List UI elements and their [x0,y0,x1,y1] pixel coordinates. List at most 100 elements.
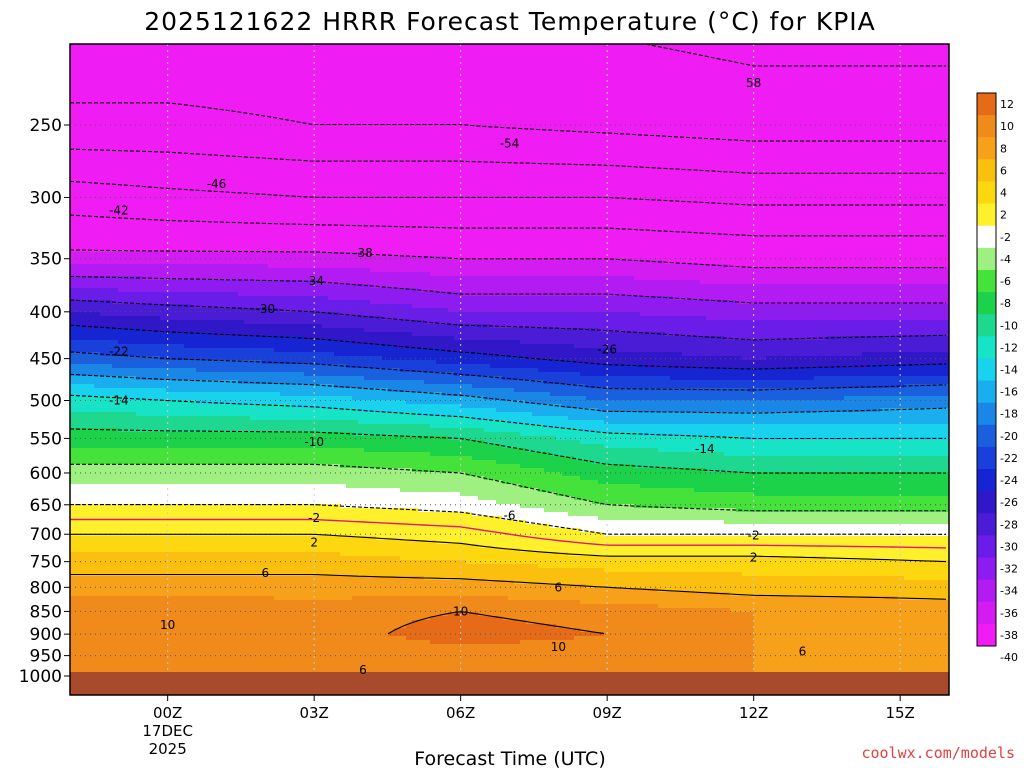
contour-label: 10 [160,618,175,632]
credit-text: coolwx.com/models [861,744,1015,762]
x-tick-label: 03Z [299,704,328,722]
colorbar-swatch [977,624,996,647]
colorbar-swatch [977,159,996,182]
colorbar-legend: 12108642-2-4-6-8-10-12-14-16-18-20-22-24… [977,93,1018,664]
colorbar-tick-label: -8 [1000,297,1011,310]
y-tick-label: 900 [30,625,62,645]
colorbar-tick-label: -26 [1000,496,1018,509]
colorbar-swatch [977,204,996,227]
colorbar-tick-label: -16 [1000,386,1018,399]
contour-label: -14 [695,442,715,456]
contour-label: -2 [308,511,320,525]
colorbar-tick-label: -28 [1000,518,1018,531]
colorbar-swatch [977,181,996,204]
x-tick-label: 06Z [446,704,475,722]
y-tick-label: 550 [30,429,62,449]
colorbar-tick-label: -2 [1000,231,1011,244]
colorbar-swatch [977,137,996,160]
y-tick-label: 400 [30,303,62,323]
colorbar-swatch [977,447,996,470]
y-tick-label: 500 [30,392,62,412]
colorbar-swatch [977,226,996,249]
contour-label: 2 [750,550,758,564]
colorbar-swatch [977,93,996,116]
contour-label: 10 [453,604,468,618]
chart-title: 2025121622 HRRR Forecast Temperature (°C… [144,7,876,36]
y-tick-label: 800 [30,578,62,598]
colorbar-swatch [977,292,996,315]
colorbar-tick-label: -24 [1000,474,1018,487]
y-tick-label: 1000 [19,667,62,687]
colorbar-tick-label: -10 [1000,319,1018,332]
contour-label: -42 [109,203,129,217]
colorbar-tick-label: -38 [1000,629,1018,642]
colorbar-swatch [977,491,996,514]
contour-label: -30 [256,302,276,316]
colorbar-swatch [977,248,996,271]
x-tick-label: 15Z [885,704,914,722]
y-axis-ticks: 2503003504004505005506006507007508008509… [19,116,70,687]
contour-label: -46 [207,177,227,191]
surface-ground [70,672,949,695]
y-tick-label: 450 [30,350,62,370]
colorbar-tick-label: 6 [1000,164,1007,177]
y-tick-label: 600 [30,464,62,484]
x-tick-year: 2025 [149,740,187,758]
x-tick-label: 09Z [592,704,621,722]
colorbar-swatch [977,513,996,536]
contour-label: -22 [109,344,129,358]
x-tick-label: 12Z [739,704,768,722]
y-tick-label: 700 [30,525,62,545]
colorbar-tick-label: 10 [1000,120,1014,133]
colorbar-tick-label: -32 [1000,563,1018,576]
contour-label: -34 [304,274,324,288]
contour-label: -2 [748,528,760,542]
colorbar-tick-label: -20 [1000,430,1018,443]
x-axis-label: Forecast Time (UTC) [414,748,605,768]
colorbar-swatch [977,115,996,138]
colorbar-tick-label: 12 [1000,98,1014,111]
y-tick-label: 650 [30,496,62,516]
contour-label: -54 [500,137,520,151]
colorbar-swatch [977,425,996,448]
colorbar-tick-label: -30 [1000,540,1018,553]
colorbar-tick-label: 8 [1000,142,1007,155]
colorbar-tick-label: -4 [1000,253,1011,266]
colorbar-tick-label: 2 [1000,209,1007,222]
contour-label: 6 [359,663,367,677]
colorbar-swatch [977,558,996,581]
colorbar-swatch [977,270,996,293]
colorbar-tick-label: -6 [1000,275,1011,288]
y-tick-label: 850 [30,602,62,622]
y-tick-label: 300 [30,188,62,208]
colorbar-tick-label: -36 [1000,607,1018,620]
contour-label: 6 [262,566,270,580]
colorbar-tick-label: -40 [1000,651,1018,664]
colorbar-swatch [977,381,996,404]
colorbar-tick-label: -14 [1000,364,1018,377]
y-tick-label: 350 [30,250,62,270]
x-tick-date: 17DEC [142,722,193,740]
colorbar-swatch [977,535,996,558]
colorbar-swatch [977,314,996,337]
x-tick-label: 00Z [153,704,182,722]
plot-area: 58-54-46-42-38-34-30-26-22-14-10-14-6-2-… [70,44,953,697]
y-tick-label: 950 [30,647,62,667]
contour-label: -38 [353,246,373,260]
contour-label: 2 [310,536,318,550]
y-tick-label: 250 [30,116,62,136]
contour-label: -26 [597,343,617,357]
contour-label: 6 [799,644,807,658]
colorbar-swatch [977,358,996,381]
colorbar-swatch [977,580,996,603]
colorbar-tick-label: -18 [1000,408,1018,421]
contour-label: -6 [504,509,516,523]
colorbar-swatch [977,602,996,625]
contour-label: 10 [551,640,566,654]
colorbar-swatch [977,469,996,492]
contour-label: -14 [109,394,129,408]
colorbar-tick-label: -12 [1000,341,1018,354]
contour-label: 6 [555,580,563,594]
colorbar-swatch [977,403,996,426]
